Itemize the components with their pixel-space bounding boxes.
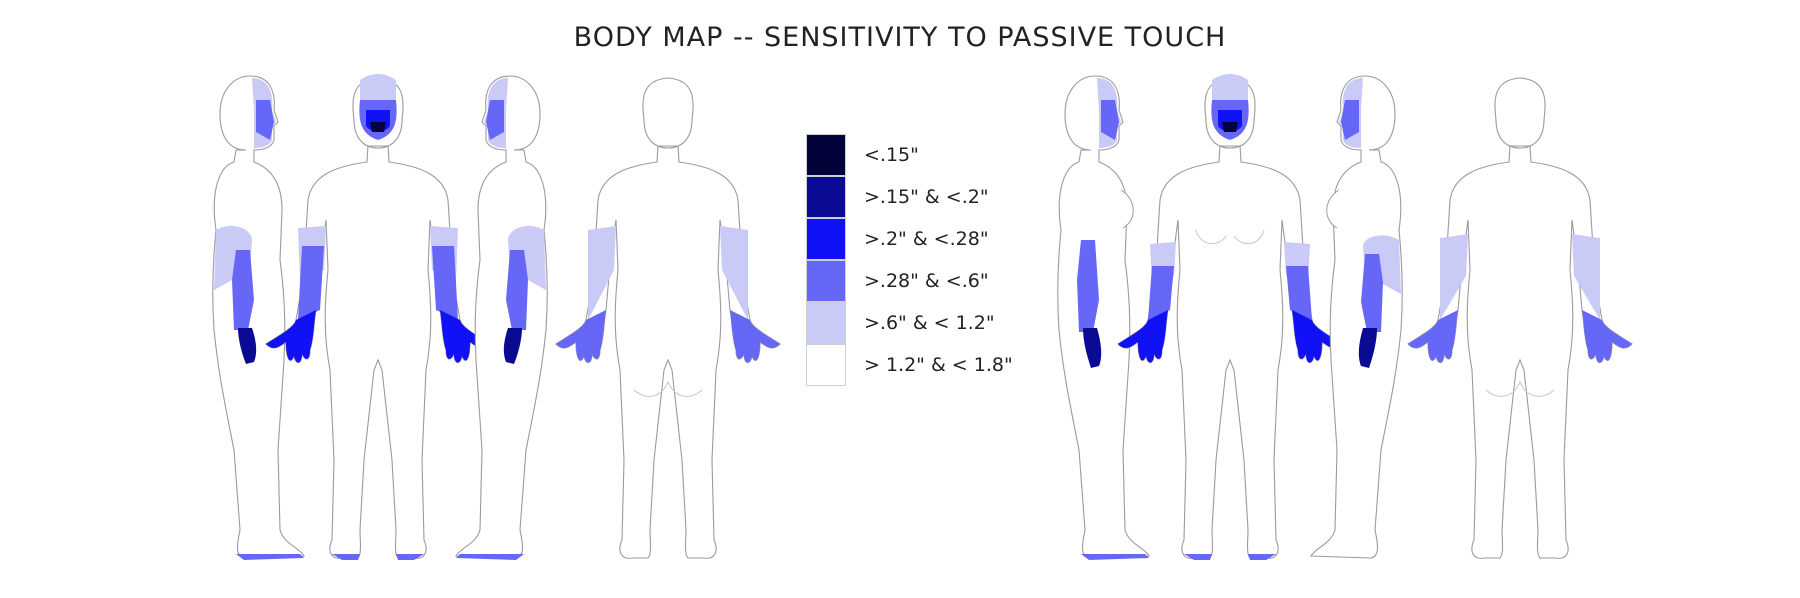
- legend-label: > 1.2" & < 1.8": [864, 354, 1013, 376]
- legend-item-1: <.15": [806, 134, 1013, 176]
- sensitivity-legend: <.15" >.15" & <.2" >.2" & <.28" >.28" & …: [806, 134, 1013, 386]
- legend-swatch: [806, 344, 846, 386]
- legend-item-6: > 1.2" & < 1.8": [806, 344, 1013, 386]
- legend-item-2: >.15" & <.2": [806, 176, 1013, 218]
- female-back-view: [1407, 77, 1633, 559]
- legend-label: >.28" & <.6": [864, 270, 989, 292]
- legend-swatch: [806, 176, 846, 218]
- legend-label: >.2" & <.28": [864, 228, 989, 250]
- legend-item-3: >.2" & <.28": [806, 218, 1013, 260]
- male-side-view-1: [212, 75, 305, 560]
- male-side-view-2: [455, 75, 548, 560]
- female-side-view-2: [1310, 75, 1403, 559]
- legend-swatch: [806, 134, 846, 176]
- diagram-title: BODY MAP -- SENSITIVITY TO PASSIVE TOUCH: [573, 22, 1227, 53]
- legend-label: >.15" & <.2": [864, 186, 989, 208]
- legend-item-4: >.28" & <.6": [806, 260, 1013, 302]
- female-front-view: [1117, 74, 1343, 560]
- male-back-view: [555, 77, 781, 559]
- female-side-view-1: [1057, 75, 1150, 560]
- legend-swatch: [806, 218, 846, 260]
- male-front-view: [265, 74, 491, 560]
- legend-label: >.6" & < 1.2": [864, 312, 995, 334]
- legend-swatch: [806, 302, 846, 344]
- legend-swatch: [806, 260, 846, 302]
- legend-item-5: >.6" & < 1.2": [806, 302, 1013, 344]
- legend-label: <.15": [864, 144, 919, 166]
